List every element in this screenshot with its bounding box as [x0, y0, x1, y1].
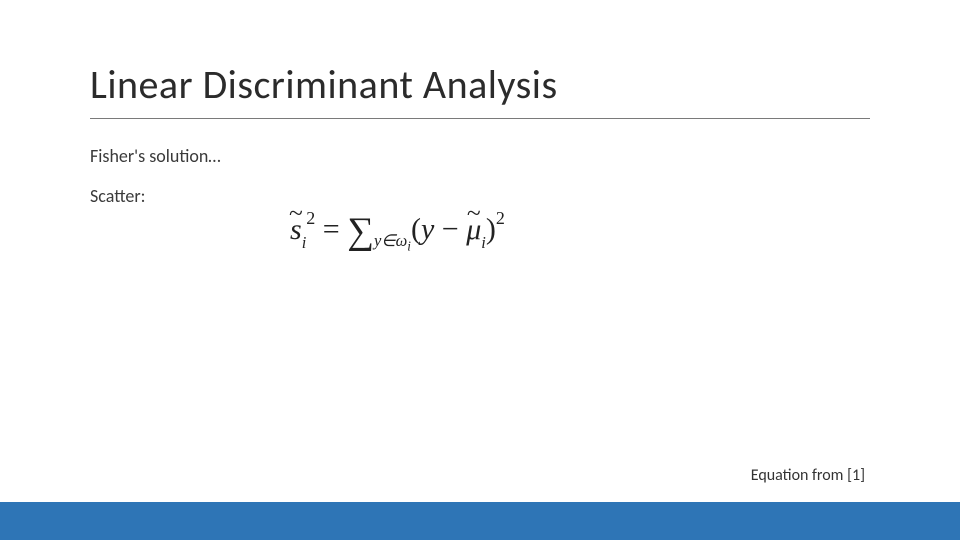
eq-equals: =: [315, 213, 347, 246]
subheading-fisher: Fisher's solution…: [90, 145, 221, 167]
eq-sum-symbol: ∑: [347, 210, 374, 253]
eq-close-paren: ): [486, 213, 496, 246]
eq-term-y: y: [421, 213, 434, 246]
slide: Linear Discriminant Analysis Fisher's so…: [0, 0, 960, 540]
scatter-equation: ~si2 = ∑y∈ωi(y − ~μi)2: [290, 210, 505, 253]
eq-lhs-sup: 2: [306, 208, 315, 228]
eq-sum-index: y∈ωi: [374, 231, 411, 250]
eq-lhs-sub: i: [302, 233, 307, 252]
eq-rhs-sup: 2: [496, 208, 505, 228]
footer-bar: [0, 502, 960, 540]
slide-title: Linear Discriminant Analysis: [90, 60, 558, 109]
title-underline: [90, 118, 870, 119]
eq-minus: −: [434, 213, 466, 246]
citation: Equation from [1]: [751, 466, 865, 485]
subheading-scatter: Scatter:: [90, 185, 145, 207]
eq-mu-sub: i: [481, 233, 486, 252]
eq-open-paren: (: [411, 213, 421, 246]
